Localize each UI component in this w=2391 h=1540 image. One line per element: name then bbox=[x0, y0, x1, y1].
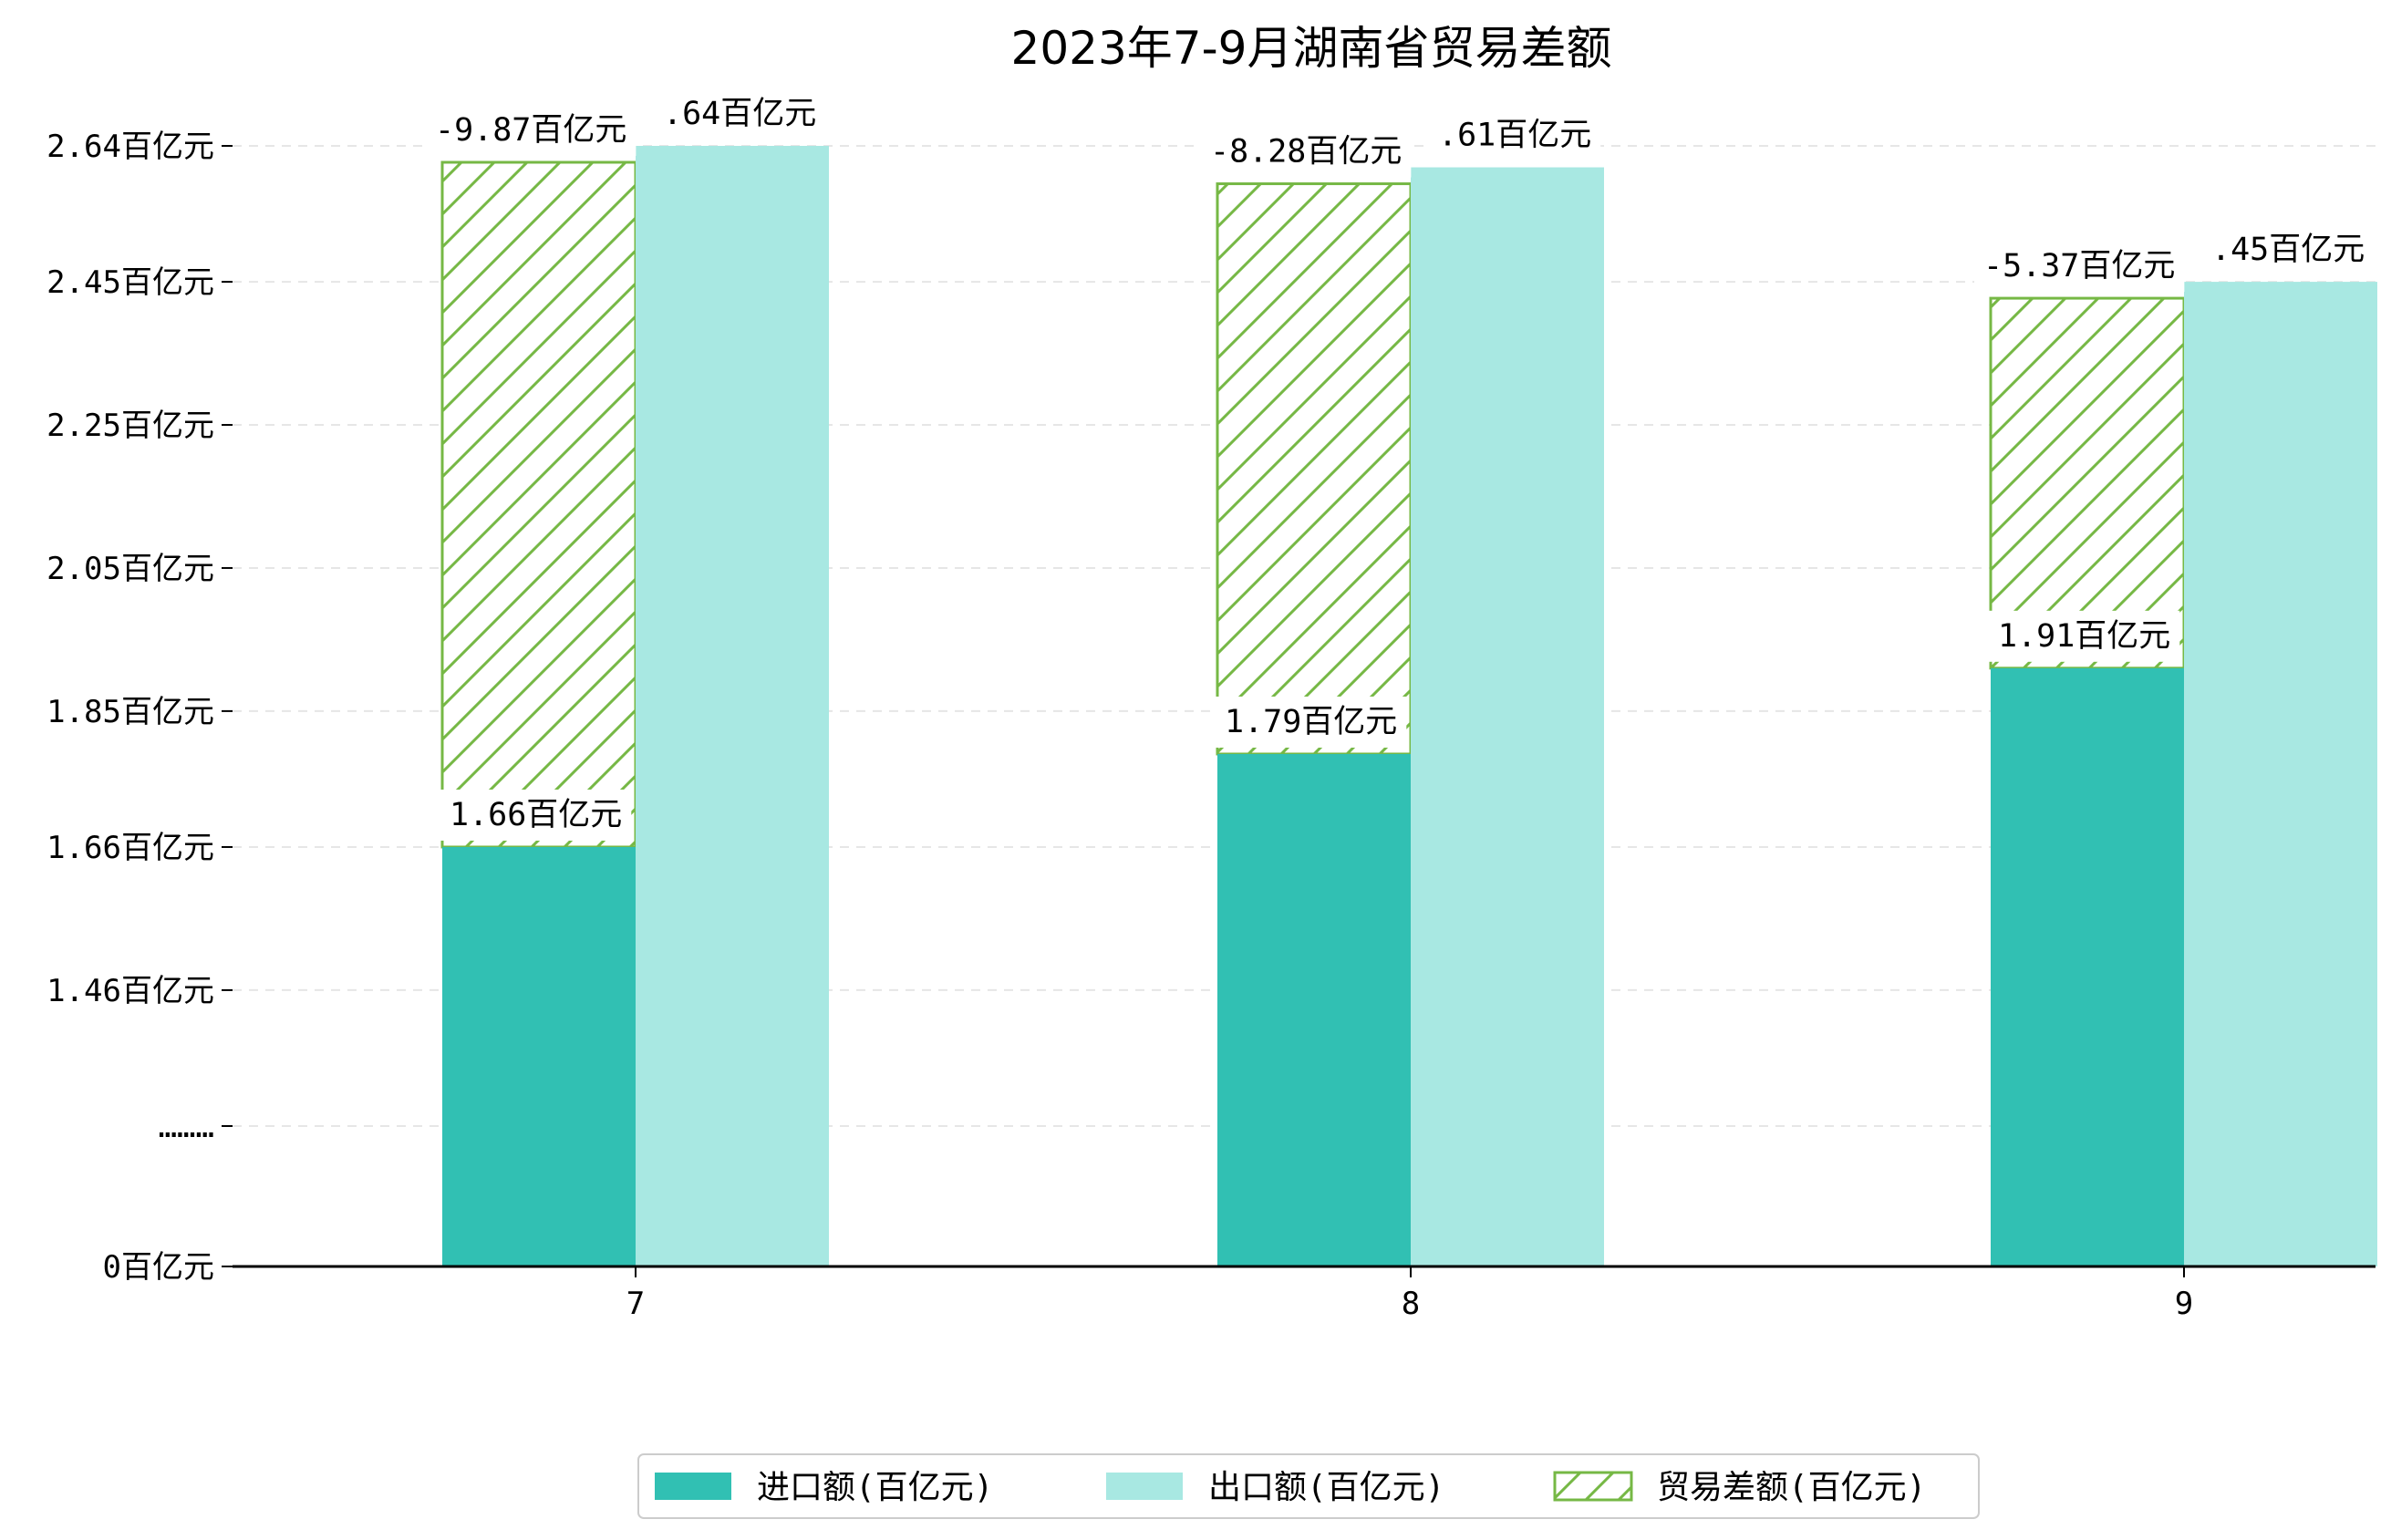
y-tick-label: 1.46百亿元 bbox=[47, 973, 214, 1009]
import-value-label-group: 1.79百亿元 bbox=[1216, 696, 1407, 748]
legend-trade-balance-label: 贸易差额(百亿元) bbox=[1657, 1469, 1926, 1506]
legend-import-swatch bbox=[655, 1473, 731, 1500]
axes: 0百亿元 ……… 1.46百亿元 1.66百亿元 1.85百亿元 2.05百亿元 2.25百… bbox=[47, 129, 2375, 1322]
import-value-label-bg bbox=[1989, 610, 2180, 662]
legend[interactable]: 进口额(百亿元) 出口额(百亿元) 贸易差额(百亿元) bbox=[637, 1453, 1980, 1519]
y-tick-label: ……… bbox=[159, 1109, 214, 1145]
data-labels: 1.66百亿元 -9.87百亿元 .64百亿元 1.79百亿元 -8.28百亿元 .61百… bbox=[426, 88, 2375, 841]
import-value-label-bg bbox=[440, 789, 632, 841]
export-bar bbox=[2184, 282, 2377, 1266]
legend-trade-balance-swatch bbox=[1553, 1471, 1633, 1502]
x-tick-label: 8 bbox=[1402, 1286, 1420, 1322]
trade-balance-value-label-bg bbox=[1201, 126, 1412, 178]
bars bbox=[440, 146, 2377, 1266]
export-value-label-bg bbox=[2202, 224, 2375, 276]
export-bar bbox=[1411, 167, 1604, 1266]
y-tick-label: 2.45百亿元 bbox=[47, 264, 214, 301]
export-value-label-group: .64百亿元 bbox=[654, 88, 826, 140]
trade-balance-value-label-group: -5.37百亿元 bbox=[1974, 241, 2185, 293]
trade-balance-value-label: -5.37百亿元 bbox=[1983, 248, 2175, 284]
export-value-label-bg bbox=[654, 88, 826, 140]
import-bar bbox=[1991, 667, 2184, 1266]
legend-export-label: 出口额(百亿元) bbox=[1208, 1469, 1444, 1506]
export-value-label-bg bbox=[1429, 109, 1601, 161]
export-value-label: .45百亿元 bbox=[2211, 232, 2365, 268]
trade-balance-value-label-bg bbox=[1974, 241, 2185, 293]
trade-balance-value-label-group: -9.87百亿元 bbox=[426, 105, 637, 156]
trade-balance-value-label-bg bbox=[426, 105, 637, 156]
import-bar bbox=[1217, 753, 1411, 1266]
export-value-label: .61百亿元 bbox=[1438, 118, 1591, 154]
y-tick-label: 2.25百亿元 bbox=[47, 408, 214, 444]
y-tick-label: 1.66百亿元 bbox=[47, 830, 214, 866]
trade-balance-bar bbox=[1989, 296, 2186, 670]
export-value-label-group: .45百亿元 bbox=[2202, 224, 2375, 276]
chart-title: 2023年7-9月湖南省贸易差额 bbox=[1011, 22, 1612, 75]
import-value-label-group: 1.91百亿元 bbox=[1989, 610, 2180, 662]
x-tick-label: 9 bbox=[2175, 1286, 2193, 1322]
legend-box bbox=[637, 1453, 1980, 1519]
export-value-label-group: .61百亿元 bbox=[1429, 109, 1601, 161]
y-tick-label: 1.85百亿元 bbox=[47, 694, 214, 730]
import-value-label: 1.91百亿元 bbox=[1998, 618, 2170, 655]
trade-balance-value-label: -8.28百亿元 bbox=[1210, 134, 1402, 171]
import-value-label-group: 1.66百亿元 bbox=[440, 789, 632, 841]
import-value-label: 1.66百亿元 bbox=[450, 797, 622, 833]
export-bar bbox=[636, 146, 829, 1266]
import-value-label-bg bbox=[1216, 696, 1407, 748]
y-tick-label: 0百亿元 bbox=[103, 1249, 214, 1286]
import-bar bbox=[442, 846, 636, 1266]
trade-balance-value-label-group: -8.28百亿元 bbox=[1201, 126, 1412, 178]
trade-balance-bar bbox=[440, 160, 637, 849]
legend-export-swatch bbox=[1106, 1473, 1183, 1500]
y-tick-label: 2.64百亿元 bbox=[47, 129, 214, 165]
export-value-label: .64百亿元 bbox=[663, 96, 816, 132]
y-tick-label: 2.05百亿元 bbox=[47, 551, 214, 587]
trade-balance-value-label: -9.87百亿元 bbox=[435, 112, 626, 149]
trade-balance-bar bbox=[1216, 182, 1413, 756]
x-tick-label: 7 bbox=[626, 1286, 645, 1322]
legend-import-label: 进口额(百亿元) bbox=[757, 1469, 993, 1506]
import-value-label: 1.79百亿元 bbox=[1225, 704, 1397, 740]
